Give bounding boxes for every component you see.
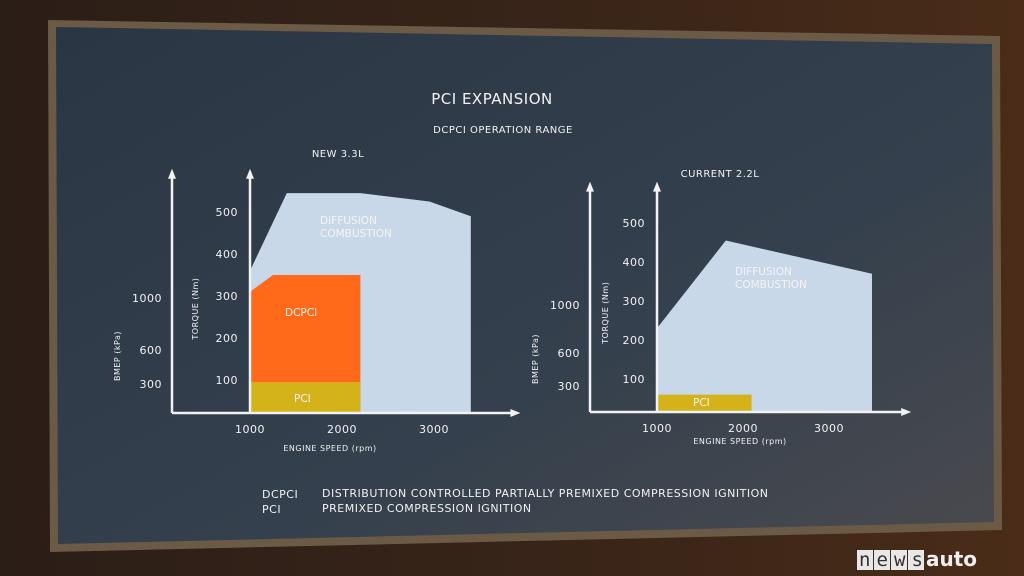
slide bbox=[56, 27, 994, 544]
x-axis-arrow-icon bbox=[510, 409, 521, 417]
y-axis-arrow-icon bbox=[586, 181, 594, 192]
x-tick-label: 2000 bbox=[728, 422, 758, 435]
y-tick-label: 200 bbox=[623, 334, 646, 347]
chart-title: CURRENT 2.2L bbox=[681, 169, 760, 180]
slide-title: PCI EXPANSION bbox=[431, 90, 553, 108]
y-tick-label: 100 bbox=[216, 374, 239, 387]
y-tick-label: 400 bbox=[623, 256, 646, 269]
x-tick-label: 1000 bbox=[235, 423, 265, 436]
bmep-tick-label: 1000 bbox=[550, 299, 580, 312]
bmep-tick-label: 300 bbox=[140, 378, 163, 391]
x-tick-label: 1000 bbox=[642, 422, 672, 435]
legend-text-pci: PREMIXED COMPRESSION IGNITION bbox=[322, 502, 532, 515]
y-axis-arrow-icon bbox=[168, 168, 176, 179]
y-tick-label: 500 bbox=[216, 206, 239, 219]
legend: DCPCI DISTRIBUTION CONTROLLED PARTIALLY … bbox=[262, 487, 768, 516]
region-label: COMBUSTION bbox=[735, 279, 807, 291]
y-axis-label: TORQUE (Nm) bbox=[191, 278, 200, 341]
newsauto-watermark: news auto bbox=[857, 547, 977, 571]
y2-axis-label: BMEP (kPa) bbox=[113, 331, 122, 381]
bmep-tick-label: 1000 bbox=[132, 292, 162, 305]
legend-text-dcpci: DISTRIBUTION CONTROLLED PARTIALLY PREMIX… bbox=[322, 487, 768, 500]
x-tick-label: 3000 bbox=[419, 423, 449, 436]
y-tick-label: 400 bbox=[216, 248, 239, 261]
region-pci bbox=[250, 382, 361, 413]
region-label: PCI bbox=[294, 393, 311, 405]
region-label: DIFFUSION bbox=[320, 215, 377, 227]
y-axis-arrow-icon bbox=[653, 181, 661, 192]
bmep-tick-label: 300 bbox=[558, 380, 581, 393]
y-tick-label: 100 bbox=[623, 373, 646, 386]
watermark-auto: auto bbox=[926, 547, 977, 571]
region-label: PCI bbox=[693, 397, 710, 409]
y-tick-label: 200 bbox=[216, 332, 239, 345]
legend-abbr-pci: PCI bbox=[262, 503, 281, 516]
y2-axis-label: BMEP (kPa) bbox=[531, 334, 540, 384]
x-tick-label: 3000 bbox=[814, 422, 844, 435]
region-label: COMBUSTION bbox=[320, 228, 392, 240]
x-tick-label: 2000 bbox=[327, 423, 357, 436]
x-axis-arrow-icon bbox=[901, 408, 912, 416]
y-axis-label: TORQUE (Nm) bbox=[601, 282, 610, 345]
y-tick-label: 500 bbox=[623, 217, 646, 230]
x-axis-label: ENGINE SPEED (rpm) bbox=[693, 437, 786, 446]
region-dcpci bbox=[250, 275, 361, 413]
legend-abbr-dcpci: DCPCI bbox=[262, 488, 298, 501]
region-label: DCPCI bbox=[285, 307, 317, 319]
chart-title: NEW 3.3L bbox=[312, 149, 364, 160]
x-axis-label: ENGINE SPEED (rpm) bbox=[283, 444, 376, 453]
region-diffusion-combustion bbox=[657, 240, 872, 412]
y-tick-label: 300 bbox=[216, 290, 239, 303]
bmep-tick-label: 600 bbox=[558, 347, 581, 360]
slide-subtitle: DCPCI OPERATION RANGE bbox=[433, 125, 573, 136]
region-pci bbox=[657, 394, 752, 412]
y-tick-label: 300 bbox=[623, 295, 646, 308]
y-axis-arrow-icon bbox=[246, 168, 254, 179]
region-label: DIFFUSION bbox=[735, 266, 792, 278]
bmep-tick-label: 600 bbox=[140, 344, 163, 357]
